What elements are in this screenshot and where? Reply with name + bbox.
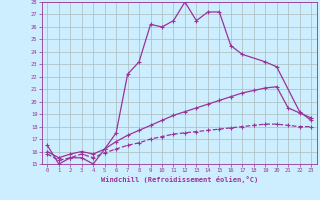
X-axis label: Windchill (Refroidissement éolien,°C): Windchill (Refroidissement éolien,°C)	[100, 176, 258, 183]
